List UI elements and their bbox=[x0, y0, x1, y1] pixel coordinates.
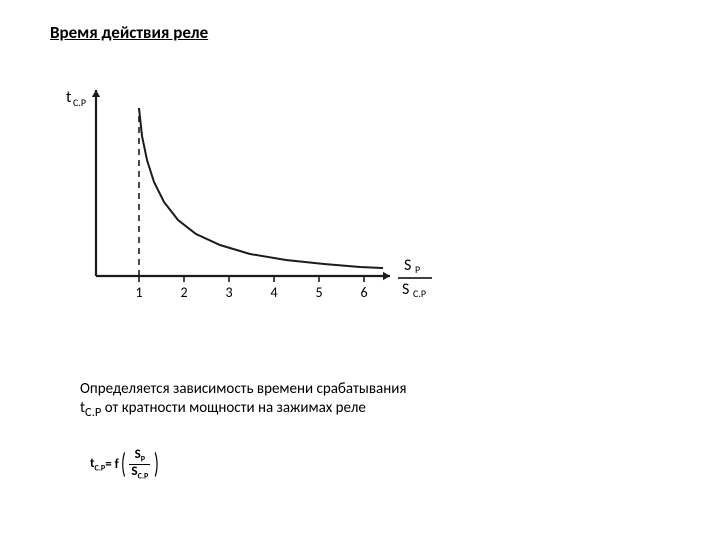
svg-text:S: S bbox=[404, 256, 411, 275]
svg-text:Р: Р bbox=[415, 263, 420, 276]
formula-den-sub: С.Р bbox=[138, 472, 149, 482]
title-text: Время действия реле bbox=[50, 22, 208, 43]
desc-post: от кратности мощности на зажимах реле bbox=[101, 399, 366, 417]
formula-den: SС.Р bbox=[129, 464, 150, 481]
svg-text:4: 4 bbox=[270, 284, 277, 301]
svg-text:6: 6 bbox=[360, 284, 367, 301]
svg-text:2: 2 bbox=[180, 284, 187, 301]
formula-lhs-sub: С.Р bbox=[95, 463, 106, 473]
svg-text:5: 5 bbox=[315, 284, 322, 301]
paren-close-icon: ) bbox=[154, 453, 159, 476]
paren-open-icon: ( bbox=[121, 453, 126, 476]
svg-text:3: 3 bbox=[225, 284, 232, 301]
desc-sub: С.Р bbox=[85, 405, 101, 420]
svg-text:С.Р: С.Р bbox=[413, 287, 426, 300]
svg-text:S: S bbox=[402, 280, 409, 299]
formula-fraction: SР SС.Р bbox=[129, 448, 150, 481]
page-title: Время действия реле bbox=[50, 22, 208, 43]
relay-time-chart: 123456tС.РSРSС.Р bbox=[52, 78, 442, 328]
formula-num: SР bbox=[135, 448, 145, 464]
svg-text:С.Р: С.Р bbox=[73, 96, 86, 109]
formula: tС.Р = f ( SР SС.Р ) bbox=[90, 448, 161, 481]
svg-text:1: 1 bbox=[135, 284, 142, 301]
svg-text:t: t bbox=[66, 88, 72, 107]
chart-container: 123456tС.РSРSС.Р bbox=[52, 78, 442, 333]
formula-eq: = f bbox=[105, 457, 119, 472]
chart-description: Определяется зависимость времени срабаты… bbox=[80, 380, 420, 420]
formula-lhs: tС.Р bbox=[90, 456, 105, 474]
